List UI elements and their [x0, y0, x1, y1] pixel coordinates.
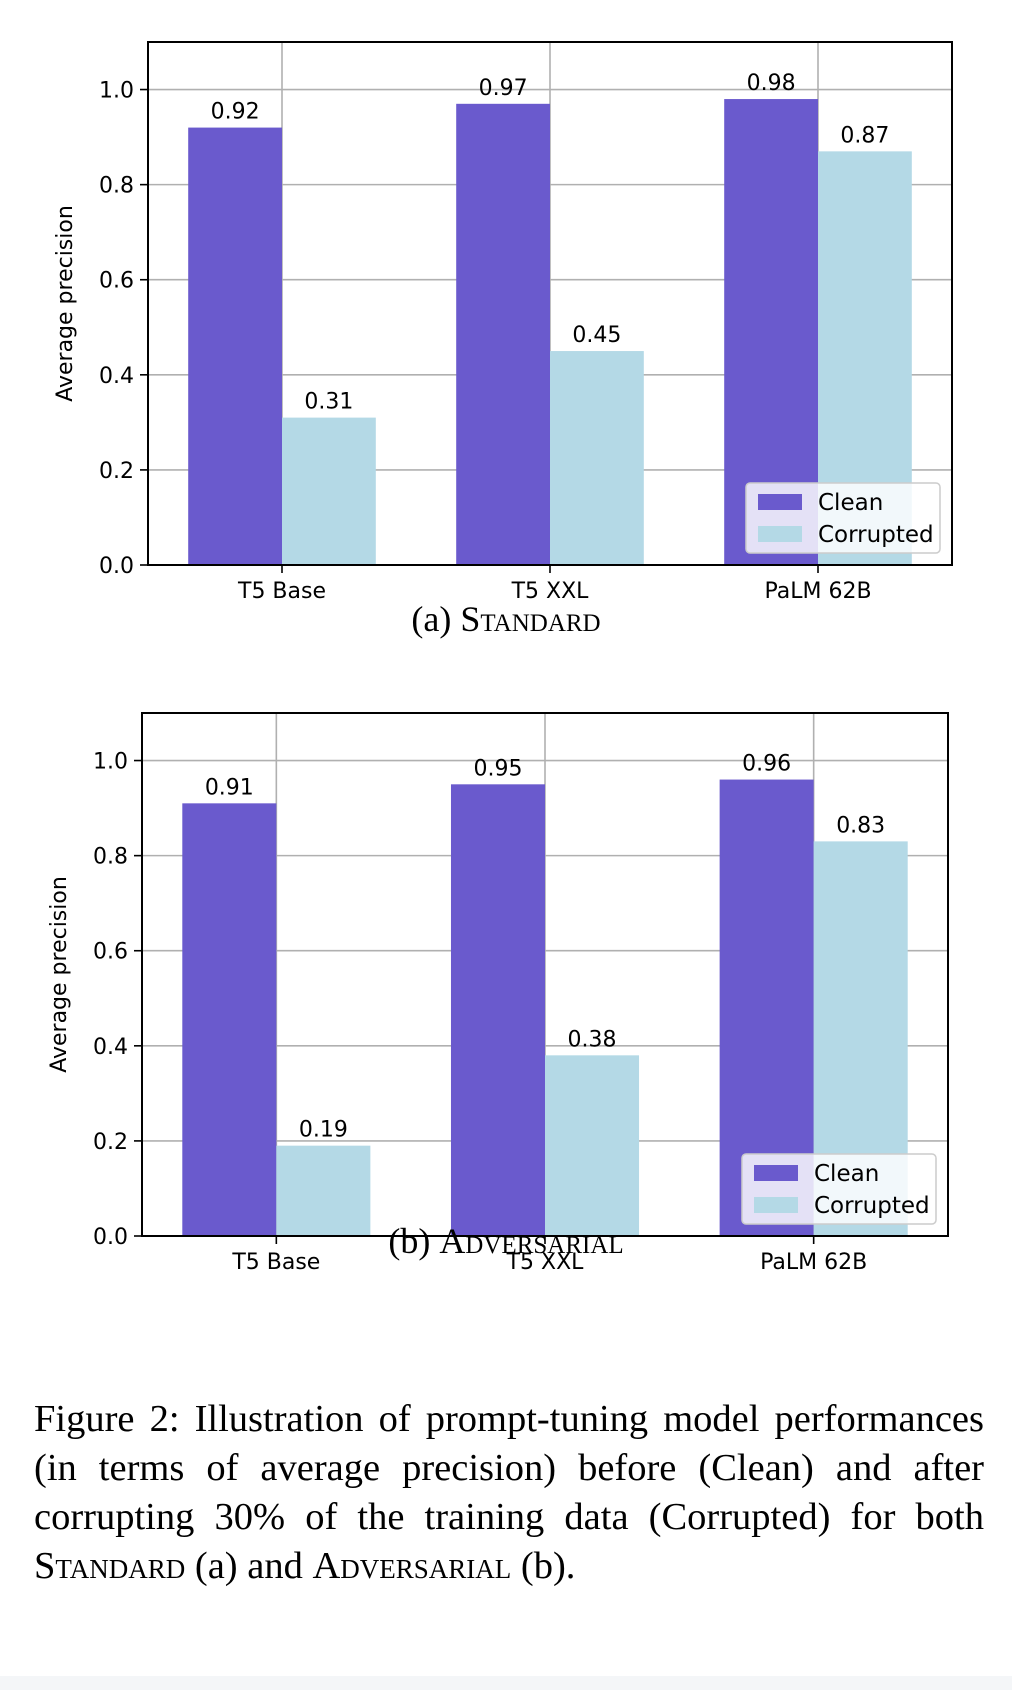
subcaption-a-name: Standard [460, 599, 601, 639]
y-axis-label: Average precision [53, 205, 78, 402]
value-label-corrupted-0: 0.31 [304, 390, 353, 415]
chart-panel-b: 0.91 0.95 0.96 0.19 0.38 0.83 0.0 0.2 0.4 0.6 0.8 1… [0, 700, 1012, 1380]
x-tick-label: PaLM 62B [760, 1250, 867, 1275]
y-tick-label: 0.2 [93, 1130, 128, 1155]
value-label-clean-2: 0.96 [742, 752, 791, 777]
chart-adversarial: 0.91 0.95 0.96 0.19 0.38 0.83 0.0 0.2 0.4 0.6 0.8 1… [47, 712, 949, 1275]
x-tick-label: T5 Base [231, 1250, 320, 1275]
value-label-corrupted-1: 0.45 [572, 323, 621, 348]
y-tick-label: 0.6 [93, 940, 128, 965]
bar-corrupted-0 [282, 417, 376, 565]
bar-clean-0 [182, 803, 277, 1236]
legend-label-corrupted: Corrupted [814, 1193, 930, 1219]
y-tick-label: 1.0 [93, 750, 128, 775]
subcaption-b-name: Adversarial [439, 1221, 624, 1261]
y-tick-label: 0.0 [93, 1225, 128, 1250]
subcaption-a-prefix: (a) [411, 599, 461, 639]
legend-swatch-corrupted [754, 1197, 798, 1213]
y-tick-label: 0.6 [99, 269, 134, 294]
bar-clean-0 [188, 127, 282, 565]
caption-standard: Standard [34, 1545, 186, 1587]
bar-clean-1 [456, 103, 550, 566]
value-label-corrupted-2: 0.83 [836, 813, 885, 838]
subcaption-a: (a) Standard [0, 598, 1012, 640]
value-label-clean-1: 0.95 [473, 756, 522, 781]
figure-caption: Figure 2: Illustration of prompt-tuning … [34, 1395, 984, 1591]
bar-corrupted-0 [276, 1145, 371, 1236]
legend-swatch-clean [754, 1165, 798, 1181]
legend-label-corrupted: Corrupted [818, 522, 934, 548]
caption-text-2: (a) and [185, 1545, 313, 1587]
value-label-clean-0: 0.91 [205, 775, 254, 800]
legend-label-clean: Clean [814, 1161, 879, 1187]
x-tick-label: T5 XXL [506, 1250, 585, 1275]
y-tick-label: 0.4 [99, 364, 134, 389]
legend-swatch-clean [758, 494, 802, 510]
bottom-strip [0, 1676, 1012, 1690]
value-label-clean-1: 0.97 [479, 76, 528, 101]
value-label-clean-0: 0.92 [211, 100, 260, 125]
value-label-corrupted-0: 0.19 [299, 1118, 348, 1143]
x-tick-label: PaLM 62B [764, 579, 871, 604]
caption-adversarial: Adversarial [312, 1545, 512, 1587]
bar-clean-1 [450, 784, 545, 1236]
y-tick-label: 0.0 [99, 554, 134, 579]
bar-corrupted-1 [545, 1055, 640, 1236]
bar-corrupted-1 [550, 351, 644, 565]
y-tick-label: 0.2 [99, 459, 134, 484]
value-label-clean-2: 0.98 [747, 71, 796, 96]
legend-label-clean: Clean [818, 490, 883, 516]
value-label-corrupted-2: 0.87 [840, 123, 889, 148]
y-axis-label: Average precision [47, 876, 72, 1073]
caption-text-1: Figure 2: Illustration of prompt-tuning … [34, 1398, 984, 1538]
subcaption-b: (b) Adversarial [0, 1220, 1012, 1262]
value-label-corrupted-1: 0.38 [568, 1027, 617, 1052]
chart-standard: 0.92 0.97 0.98 0.31 0.45 0.87 0.0 0.2 0.4 0.6 0.8 1… [53, 41, 953, 604]
x-tick-label: T5 Base [237, 579, 326, 604]
caption-text-3: (b). [511, 1545, 576, 1587]
y-tick-label: 0.4 [93, 1035, 128, 1060]
x-tick-label: T5 XXL [511, 579, 590, 604]
y-tick-label: 0.8 [99, 174, 134, 199]
subcaption-b-prefix: (b) [388, 1221, 440, 1261]
y-tick-label: 1.0 [99, 79, 134, 104]
y-tick-label: 0.8 [93, 845, 128, 870]
chart-panel-a: 0.92 0.97 0.98 0.31 0.45 0.87 0.0 0.2 0.4 0.6 0.8 1… [0, 0, 1012, 700]
legend-swatch-corrupted [758, 526, 802, 542]
